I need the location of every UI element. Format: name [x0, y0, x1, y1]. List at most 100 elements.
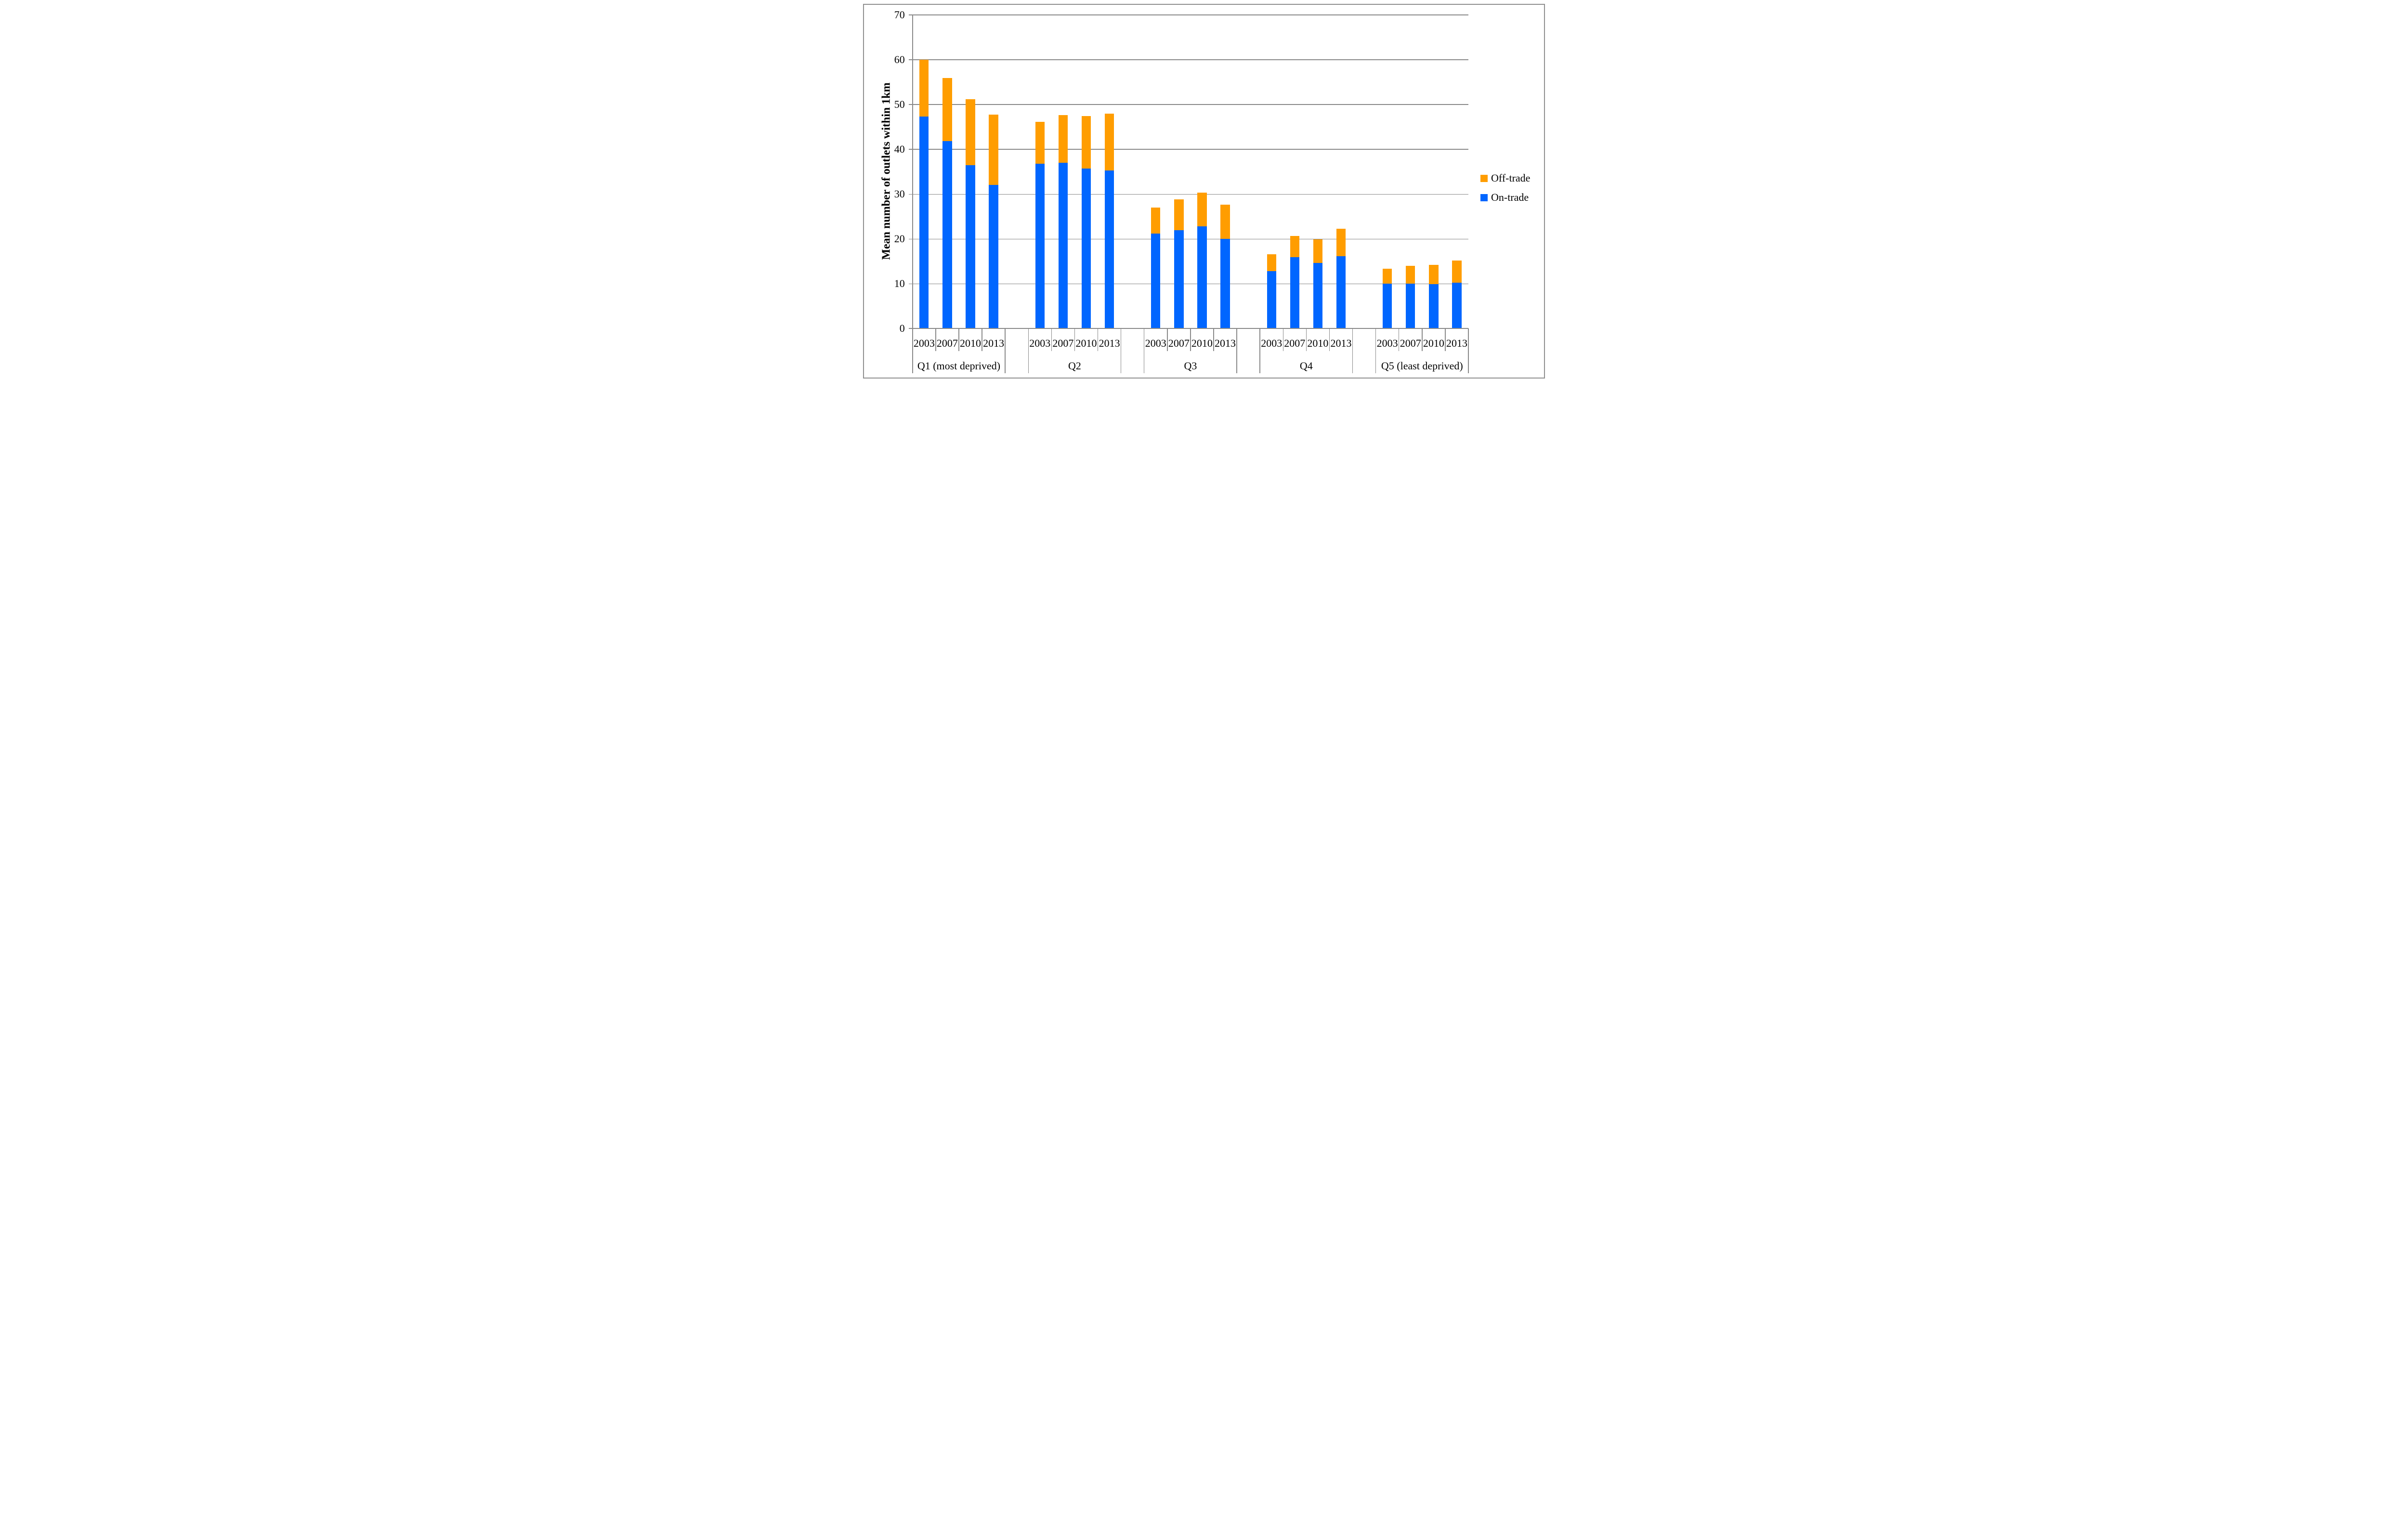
year-separator — [1190, 328, 1191, 352]
bar-segment-on-trade — [1104, 170, 1114, 329]
bar-segment-on-trade — [966, 165, 975, 329]
bar-segment-off-trade — [1452, 260, 1462, 283]
bar-segment-on-trade — [1452, 283, 1462, 329]
bar-segment-off-trade — [1081, 116, 1091, 169]
group-separator — [1005, 328, 1006, 374]
group-separator — [1352, 328, 1353, 374]
y-axis-tick — [908, 149, 913, 150]
x-year-label: 2013 — [1215, 337, 1236, 349]
bar-segment-off-trade — [1035, 121, 1045, 164]
year-separator — [1213, 328, 1214, 352]
bar-segment-on-trade — [1058, 163, 1068, 329]
y-axis-line — [912, 15, 913, 374]
bar-segment-off-trade — [1429, 265, 1439, 285]
y-tick-label: 20 — [894, 233, 905, 245]
bar-segment-off-trade — [1174, 199, 1184, 230]
bar-segment-off-trade — [1383, 268, 1392, 284]
y-axis-title: Mean number of outlets within 1km — [880, 82, 893, 260]
gridline — [912, 194, 1468, 195]
y-axis-tick — [908, 194, 913, 195]
bar-segment-on-trade — [1267, 271, 1276, 329]
x-year-label: 2003 — [1029, 337, 1051, 349]
x-group-label: Q3 — [1184, 360, 1197, 372]
bar-segment-on-trade — [942, 141, 952, 329]
plot-area: 0 10 20 30 40 50 60 70 2003 2007 2010 2013 Q1 (most … — [859, 0, 1549, 382]
x-year-label: 2007 — [1052, 337, 1074, 349]
year-separator — [935, 328, 936, 352]
year-separator — [958, 328, 959, 352]
legend-label-off-trade: Off-trade — [1491, 172, 1531, 184]
x-group-label: Q5 (least deprived) — [1381, 360, 1463, 372]
x-year-label: 2013 — [983, 337, 1005, 349]
bar-segment-off-trade — [1220, 204, 1230, 239]
legend-item-on-trade: On-trade — [1480, 192, 1530, 203]
bar-segment-off-trade — [966, 99, 975, 165]
bar-segment-off-trade — [1336, 228, 1346, 256]
bar-segment-on-trade — [1313, 262, 1323, 329]
gridline — [912, 238, 1468, 240]
x-year-label: 2010 — [960, 337, 981, 349]
year-separator — [1422, 328, 1423, 352]
x-year-label: 2003 — [1261, 337, 1283, 349]
year-separator — [1283, 328, 1284, 352]
year-separator — [1306, 328, 1307, 352]
bar-segment-on-trade — [1035, 164, 1045, 329]
y-tick-label: 60 — [894, 53, 905, 66]
bar-segment-on-trade — [1174, 230, 1184, 329]
y-axis-tick — [908, 283, 913, 285]
group-separator — [1236, 328, 1237, 374]
legend: Off-trade On-trade — [1480, 172, 1530, 203]
gridline — [912, 104, 1468, 105]
group-separator — [1375, 328, 1376, 374]
bar-segment-on-trade — [1081, 169, 1091, 329]
bar-segment-on-trade — [1429, 284, 1439, 329]
bar-segment-off-trade — [1290, 235, 1299, 258]
off-trade-swatch-icon — [1480, 174, 1488, 182]
x-year-label: 2003 — [1376, 337, 1398, 349]
year-separator — [1398, 328, 1400, 352]
y-axis-tick — [908, 59, 913, 60]
bar-segment-on-trade — [989, 184, 998, 329]
gridline — [912, 59, 1468, 60]
x-year-label: 2010 — [1075, 337, 1097, 349]
x-group-label: Q1 (most deprived) — [917, 360, 1001, 372]
bar-segment-on-trade — [1383, 284, 1392, 329]
year-separator — [1167, 328, 1168, 352]
bar-segment-off-trade — [942, 78, 952, 141]
bar-segment-off-trade — [989, 114, 998, 185]
bar-segment-off-trade — [1197, 193, 1207, 227]
year-separator — [1445, 328, 1446, 352]
x-year-label: 2003 — [913, 337, 935, 349]
bar-segment-on-trade — [1197, 226, 1207, 329]
x-year-label: 2010 — [1423, 337, 1444, 349]
bar-segment-on-trade — [1406, 284, 1415, 329]
x-year-label: 2007 — [1168, 337, 1190, 349]
bar-segment-off-trade — [1058, 115, 1068, 163]
gridline — [912, 149, 1468, 150]
x-year-label: 2007 — [1400, 337, 1421, 349]
x-group-label: Q2 — [1068, 360, 1081, 372]
bar-segment-on-trade — [1151, 234, 1161, 329]
bar-segment-on-trade — [1220, 239, 1230, 329]
legend-item-off-trade: Off-trade — [1480, 172, 1530, 184]
group-separator — [1143, 328, 1145, 374]
x-year-label: 2013 — [1446, 337, 1467, 349]
legend-label-on-trade: On-trade — [1491, 191, 1529, 203]
y-tick-label: 70 — [894, 9, 905, 21]
group-separator — [1028, 328, 1029, 374]
y-axis-tick — [908, 14, 913, 15]
y-axis-tick — [908, 238, 913, 240]
y-tick-label: 30 — [894, 188, 905, 200]
year-separator — [1097, 328, 1099, 352]
x-year-label: 2007 — [1284, 337, 1306, 349]
x-year-label: 2010 — [1307, 337, 1329, 349]
year-separator — [1051, 328, 1052, 352]
bar-segment-on-trade — [1336, 256, 1346, 329]
x-year-label: 2007 — [936, 337, 958, 349]
bar-segment-off-trade — [1267, 254, 1276, 272]
group-separator — [1120, 328, 1122, 374]
y-tick-label: 0 — [899, 322, 905, 335]
y-tick-label: 40 — [894, 143, 905, 156]
x-group-label: Q4 — [1299, 360, 1313, 372]
year-separator — [1329, 328, 1330, 352]
